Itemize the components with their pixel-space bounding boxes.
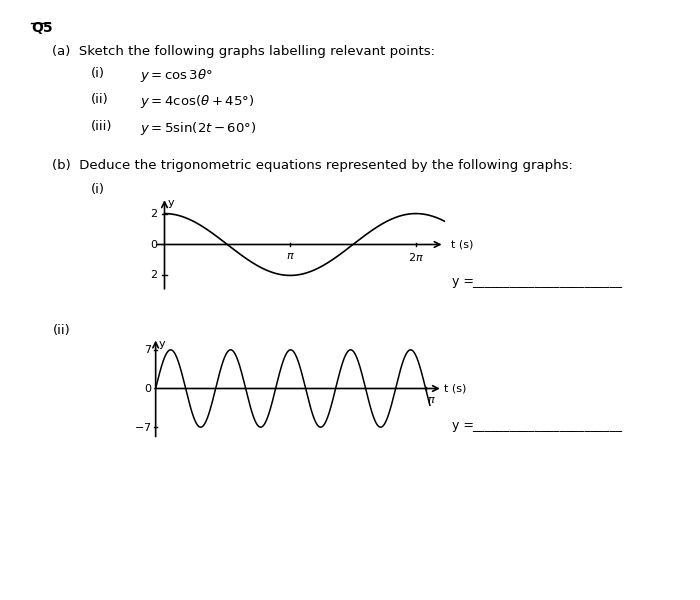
Text: (iii): (iii) [91, 120, 113, 133]
Text: y =: y = [452, 419, 477, 433]
Text: y: y [168, 198, 174, 208]
Text: ________________________: ________________________ [473, 275, 622, 289]
Text: (ii): (ii) [91, 93, 108, 106]
Text: $\pi$: $\pi$ [286, 251, 295, 260]
Text: 0: 0 [150, 239, 158, 250]
Text: $y = 5\sin(2t - 60°)$: $y = 5\sin(2t - 60°)$ [140, 120, 256, 137]
Text: t (s): t (s) [451, 239, 473, 250]
Text: Q5: Q5 [32, 21, 53, 35]
Text: 7: 7 [144, 345, 151, 355]
Text: (b)  Deduce the trigonometric equations represented by the following graphs:: (b) Deduce the trigonometric equations r… [52, 159, 573, 172]
Text: (ii): (ii) [52, 324, 70, 337]
Text: 2: 2 [150, 209, 158, 218]
Text: 2: 2 [150, 271, 158, 280]
Text: (i): (i) [91, 183, 105, 196]
Text: y: y [159, 339, 166, 349]
Text: $y = \cos 3\theta°$: $y = \cos 3\theta°$ [140, 67, 213, 84]
Text: $2\pi$: $2\pi$ [408, 251, 424, 263]
Text: 0: 0 [144, 383, 151, 394]
Text: $\pi$: $\pi$ [427, 395, 436, 405]
Text: $-7$: $-7$ [134, 421, 151, 433]
Text: (a)  Sketch the following graphs labelling relevant points:: (a) Sketch the following graphs labellin… [52, 45, 435, 58]
Text: (i): (i) [91, 67, 105, 80]
Text: y =: y = [452, 275, 477, 289]
Text: $y = 4\cos(\theta + 45°)$: $y = 4\cos(\theta + 45°)$ [140, 93, 254, 110]
Text: ________________________: ________________________ [473, 419, 622, 433]
Text: t (s): t (s) [444, 383, 467, 394]
